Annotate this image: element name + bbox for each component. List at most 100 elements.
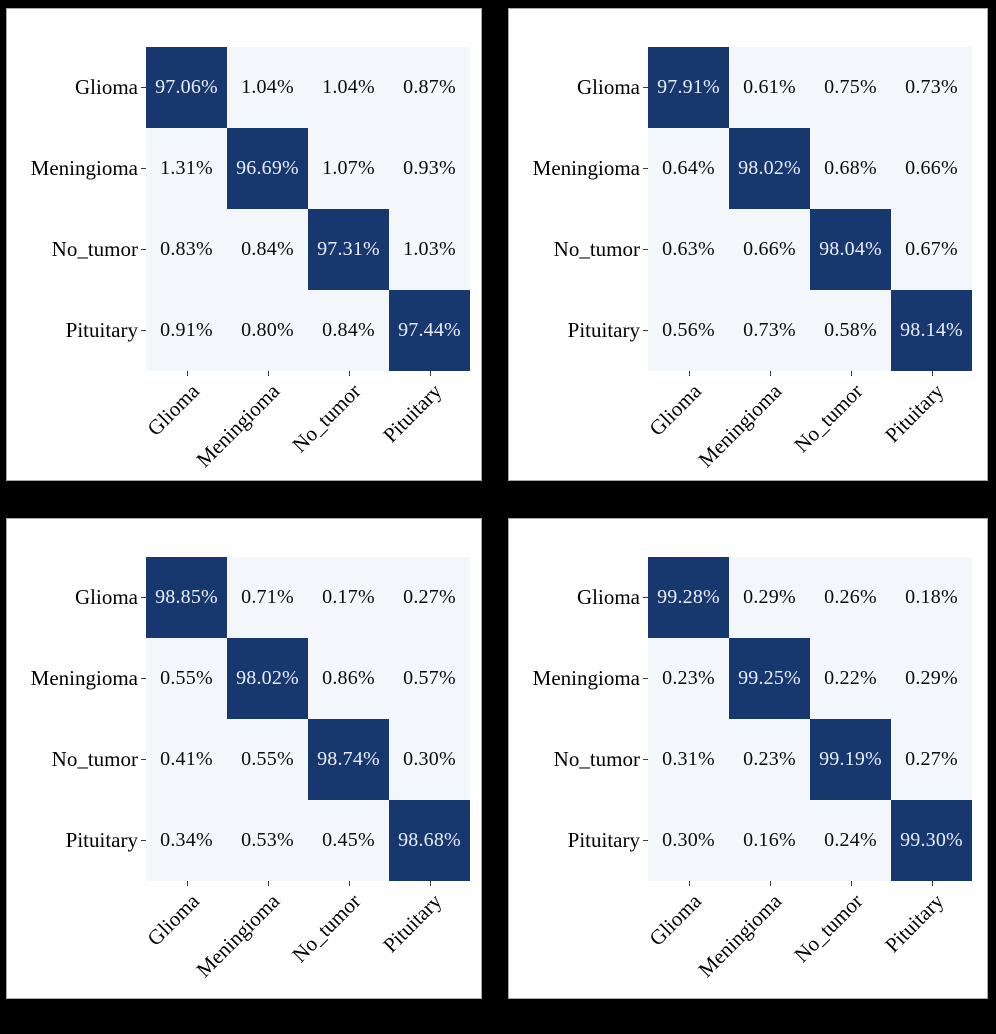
matrix-cell: 0.55% (227, 719, 308, 800)
x-axis-label: Meningioma (191, 889, 285, 982)
x-axis-label: No_tumor (789, 379, 868, 458)
y-tick-mark (643, 840, 648, 841)
x-tick-mark (769, 371, 771, 376)
y-axis-label: No_tumor (509, 719, 648, 800)
matrix-cell: 0.84% (308, 290, 389, 371)
y-tick-mark (141, 597, 146, 598)
x-axis-labels: Glioma Meningioma No_tumor Pituitary (509, 371, 987, 480)
matrix-cell: 0.93% (389, 128, 470, 209)
matrix-cell: 1.03% (389, 209, 470, 290)
x-axis-label: No_tumor (287, 379, 366, 458)
y-axis-label: Glioma (509, 557, 648, 638)
x-tick-mark (688, 371, 690, 376)
y-axis-label: Pituitary (7, 290, 146, 371)
matrix-cell-diagonal: 98.68% (389, 800, 470, 881)
matrix-cell: 0.67% (891, 209, 972, 290)
y-axis-label: Pituitary (509, 290, 648, 371)
matrix-cell-diagonal: 99.30% (891, 800, 972, 881)
y-tick-mark (141, 840, 146, 841)
matrix-cell: 0.83% (146, 209, 227, 290)
matrix-cell: 0.66% (729, 209, 810, 290)
y-axis-label: Glioma (7, 557, 146, 638)
x-axis-labels: Glioma Meningioma No_tumor Pituitary (7, 371, 481, 480)
x-tick-mark (348, 881, 350, 886)
x-axis-labels: Glioma Meningioma No_tumor Pituitary (7, 881, 481, 991)
matrix-cell: 1.04% (227, 47, 308, 128)
y-axis-label: Meningioma (7, 638, 146, 719)
matrix-cell: 0.22% (810, 638, 891, 719)
matrix-cell: 0.56% (648, 290, 729, 371)
y-axis-label: Pituitary (509, 800, 648, 881)
matrix-cell: 0.30% (389, 719, 470, 800)
x-tick-mark (931, 881, 933, 886)
x-tick-mark (429, 371, 431, 376)
matrix-cell: 0.23% (729, 719, 810, 800)
panel-bottom-right: Glioma 99.28% 0.29% 0.26% 0.18% Meningioma 0.2… (508, 518, 988, 999)
matrix-cell: 0.27% (389, 557, 470, 638)
matrix-cell: 1.07% (308, 128, 389, 209)
y-axis-label: No_tumor (7, 719, 146, 800)
x-axis-label: Pituitary (880, 379, 949, 448)
matrix-cell: 1.31% (146, 128, 227, 209)
y-tick-mark (643, 168, 648, 169)
panel-bottom-left: Glioma 98.85% 0.71% 0.17% 0.27% Meningioma 0.5… (6, 518, 482, 999)
x-axis-label: No_tumor (287, 889, 366, 968)
matrix-cell: 0.45% (308, 800, 389, 881)
matrix-cell-diagonal: 99.19% (810, 719, 891, 800)
x-axis-label: Meningioma (693, 379, 787, 472)
matrix-cell: 0.68% (810, 128, 891, 209)
x-axis-label: Glioma (643, 379, 706, 441)
x-tick-mark (931, 371, 933, 376)
matrix-cell: 0.29% (891, 638, 972, 719)
matrix-cell-diagonal: 97.31% (308, 209, 389, 290)
matrix-cell: 0.84% (227, 209, 308, 290)
matrix-cell: 0.53% (227, 800, 308, 881)
y-axis-label: Meningioma (7, 128, 146, 209)
y-axis-label: Glioma (7, 47, 146, 128)
matrix-cell: 0.29% (729, 557, 810, 638)
matrix-cell: 0.87% (389, 47, 470, 128)
matrix-cell-diagonal: 98.14% (891, 290, 972, 371)
matrix-cell-diagonal: 97.91% (648, 47, 729, 128)
matrix-cell: 0.73% (891, 47, 972, 128)
y-tick-mark (141, 249, 146, 250)
matrix-cell: 0.80% (227, 290, 308, 371)
matrix-cell: 0.41% (146, 719, 227, 800)
matrix-cell-diagonal: 96.69% (227, 128, 308, 209)
matrix-cell-diagonal: 98.85% (146, 557, 227, 638)
x-tick-mark (348, 371, 350, 376)
x-tick-mark (267, 371, 269, 376)
matrix-cell: 0.30% (648, 800, 729, 881)
y-tick-mark (141, 87, 146, 88)
matrix-cell: 0.17% (308, 557, 389, 638)
y-tick-mark (643, 678, 648, 679)
matrix-cell: 0.55% (146, 638, 227, 719)
x-axis-label: No_tumor (789, 889, 868, 968)
heatmap-grid: Glioma 98.85% 0.71% 0.17% 0.27% Meningioma 0.5… (7, 557, 481, 881)
x-axis-label: Glioma (141, 889, 204, 951)
panel-top-right: Glioma 97.91% 0.61% 0.75% 0.73% Meningioma 0.6… (508, 8, 988, 481)
matrix-cell: 0.26% (810, 557, 891, 638)
y-tick-mark (141, 168, 146, 169)
x-tick-mark (267, 881, 269, 886)
matrix-cell: 0.64% (648, 128, 729, 209)
x-axis-label: Pituitary (880, 889, 949, 958)
y-tick-mark (643, 759, 648, 760)
matrix-cell: 0.86% (308, 638, 389, 719)
x-axis-label: Pituitary (378, 889, 447, 958)
matrix-cell: 0.18% (891, 557, 972, 638)
x-tick-mark (186, 881, 188, 886)
x-tick-mark (688, 881, 690, 886)
matrix-cell: 0.23% (648, 638, 729, 719)
matrix-cell: 0.34% (146, 800, 227, 881)
matrix-cell: 0.57% (389, 638, 470, 719)
heatmap-grid: Glioma 99.28% 0.29% 0.26% 0.18% Meningioma 0.2… (509, 557, 987, 881)
matrix-cell: 0.75% (810, 47, 891, 128)
x-axis-label: Meningioma (693, 889, 787, 982)
x-tick-mark (850, 881, 852, 886)
y-axis-label: No_tumor (509, 209, 648, 290)
y-tick-mark (643, 597, 648, 598)
y-tick-mark (643, 330, 648, 331)
matrix-cell: 0.16% (729, 800, 810, 881)
y-tick-mark (643, 87, 648, 88)
